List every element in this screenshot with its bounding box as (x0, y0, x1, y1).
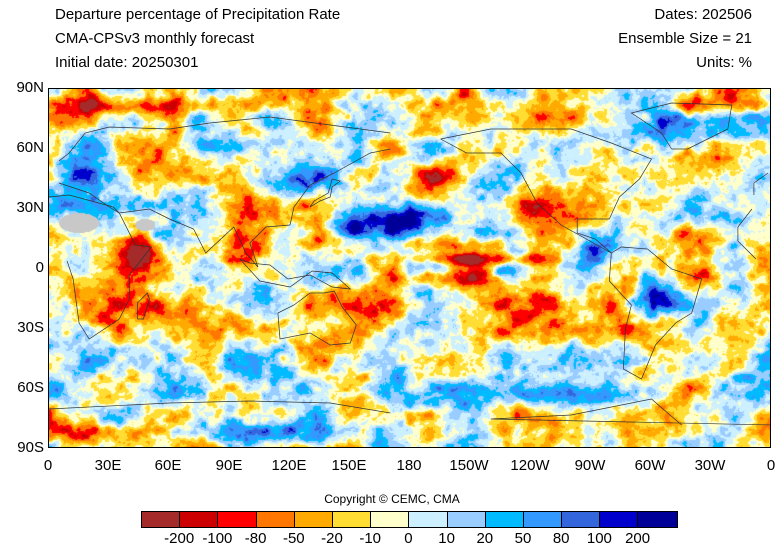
eurasia-outline (58, 116, 769, 268)
colorbar-swatch (600, 512, 639, 527)
forecast-dates: Dates: 202506 (654, 6, 752, 23)
australia-outline (277, 290, 357, 346)
lon-tick-120w: 120W (510, 457, 550, 474)
units-label: Units: % (696, 54, 752, 71)
lon-tick-30e: 30E (94, 457, 122, 474)
lon-tick-90e: 90E (215, 457, 243, 474)
colorbar-swatch (638, 512, 677, 527)
initial-date: Initial date: 20250301 (55, 54, 199, 71)
colorbar-tick-label: -20 (321, 530, 343, 547)
indonesia-outline (239, 258, 352, 290)
colorbar-tick-label: -200 (164, 530, 195, 547)
lon-tick-0-east: 0 (766, 457, 776, 474)
lat-tick-60n: 60N (16, 139, 44, 156)
colorbar-swatch (142, 512, 181, 527)
colorbar (141, 511, 678, 528)
lon-tick-30w: 30W (694, 457, 726, 474)
lon-tick-0-west: 0 (43, 457, 53, 474)
colorbar-swatch (180, 512, 219, 527)
south-america-outline (608, 246, 703, 380)
japan-outline (309, 178, 341, 208)
lat-tick-60s: 60S (17, 379, 44, 396)
madagascar-outline (137, 292, 150, 320)
lon-tick-120e: 120E (271, 457, 307, 474)
colorbar-swatch (409, 512, 448, 527)
colorbar-tick-label: 20 (476, 530, 494, 547)
lat-tick-30s: 30S (17, 319, 44, 336)
lon-tick-90w: 90W (574, 457, 606, 474)
colorbar-swatch (485, 512, 524, 527)
colorbar-swatch (256, 512, 295, 527)
ensemble-size: Ensemble Size = 21 (618, 30, 752, 47)
colorbar-swatch (332, 512, 372, 527)
colorbar-swatch (218, 512, 257, 527)
lat-tick-90s: 90S (17, 439, 44, 456)
colorbar-tick-label: 10 (438, 530, 455, 547)
colorbar-tick-label: 100 (586, 530, 612, 547)
colorbar-tick-label: 0 (404, 530, 413, 547)
lon-tick-150w: 150W (449, 457, 489, 474)
colorbar-tick-label: 80 (552, 530, 570, 547)
greenland-outline (630, 102, 733, 150)
north-america-outline (440, 128, 653, 254)
colorbar-swatch (294, 512, 333, 527)
colorbar-tick-label: 200 (625, 530, 651, 547)
lon-tick-60w: 60W (634, 457, 666, 474)
lon-tick-150e: 150E (331, 457, 367, 474)
colorbar-tick-label: -10 (359, 530, 382, 547)
precipitation-map (48, 88, 771, 448)
lon-tick-60e: 60E (154, 457, 182, 474)
lat-tick-90n: 90N (16, 79, 44, 96)
colorbar-swatch (447, 512, 486, 527)
coastlines-overlay (49, 102, 770, 426)
colorbar-tick-label: -80 (244, 530, 267, 547)
lat-tick-equator: 0 (35, 259, 44, 276)
copyright-notice: Copyright © CEMC, CMA (324, 492, 460, 506)
lat-tick-30n: 30N (16, 199, 44, 216)
antarctica-outline (49, 398, 770, 426)
map-title: Departure percentage of Precipitation Ra… (55, 6, 341, 23)
colorbar-tick-label: -50 (282, 530, 305, 547)
colorbar-tick-label: 50 (514, 530, 532, 547)
lon-tick-180: 180 (396, 457, 422, 474)
africa-outline (49, 194, 757, 340)
colorbar-tick-label: -100 (202, 530, 233, 547)
model-name: CMA-CPSv3 monthly forecast (55, 30, 255, 47)
colorbar-swatch (523, 512, 563, 527)
colorbar-swatch (562, 512, 601, 527)
colorbar-swatch (371, 512, 410, 527)
precipitation-field (49, 89, 770, 447)
